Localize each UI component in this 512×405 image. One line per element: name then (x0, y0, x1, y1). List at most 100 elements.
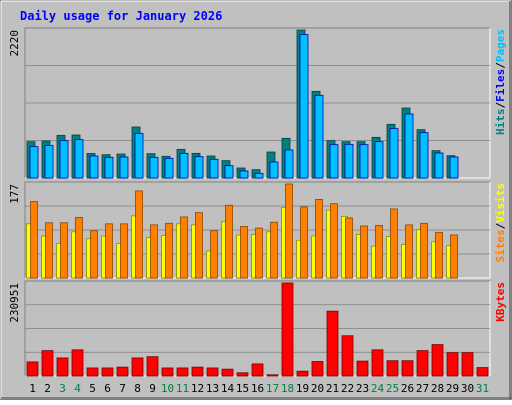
pages-bar (374, 141, 384, 179)
kbytes-bar (266, 374, 279, 377)
sites-bar (60, 222, 68, 279)
x-tick-label: 27 (416, 382, 429, 395)
x-tick-label: 19 (296, 382, 309, 395)
kbytes-bar (131, 357, 144, 377)
x-tick-label: 26 (401, 382, 414, 395)
kbytes-bar (41, 350, 54, 377)
sites-bar (225, 204, 233, 279)
kbytes-bar (56, 357, 69, 377)
sites-bar (300, 206, 308, 279)
kbytes-bar (356, 360, 369, 377)
sites-bar (210, 230, 218, 279)
kbytes-bar (116, 366, 129, 377)
legend-label-files: Files (494, 69, 507, 102)
pages-bar (104, 156, 114, 179)
panel-legend: KBytes (494, 282, 507, 322)
pages-bar (164, 157, 174, 179)
legend-label-sites: Sites (494, 229, 507, 262)
pages-bar (449, 156, 459, 179)
sites-bar (105, 223, 113, 279)
pages-bar (299, 34, 309, 179)
x-tick-label: 24 (371, 382, 385, 395)
x-tick-label: 2 (44, 382, 51, 395)
kbytes-bar (206, 367, 219, 377)
x-tick-label: 16 (251, 382, 264, 395)
sites-bar (30, 201, 38, 279)
x-tick-label: 20 (311, 382, 324, 395)
pages-bar (329, 144, 339, 179)
pages-bar (89, 155, 99, 179)
x-tick-label: 4 (74, 382, 81, 395)
kbytes-bar (146, 356, 159, 377)
kbytes-bar (446, 352, 459, 377)
sites-bar (150, 224, 158, 279)
pages-bar (314, 94, 324, 179)
x-tick-label: 22 (341, 382, 354, 395)
sites-bar (315, 199, 323, 279)
kbytes-bar (191, 366, 204, 377)
x-tick-label: 13 (206, 382, 219, 395)
x-tick-label: 15 (236, 382, 249, 395)
sites-bar (360, 225, 368, 279)
kbytes-bar (251, 363, 264, 377)
kbytes-bar (161, 367, 174, 377)
pages-bar (404, 113, 414, 179)
pages-bar (419, 132, 429, 179)
x-tick-label: 29 (446, 382, 459, 395)
chart-panels: 2220Hits/Files/Pages177Sites/Visits23095… (8, 27, 507, 377)
pages-bar (269, 161, 279, 179)
x-tick-label: 12 (191, 382, 204, 395)
sites-bar (180, 216, 188, 279)
sites-bar (405, 224, 413, 279)
pages-bar (194, 156, 204, 179)
kbytes-bar (311, 361, 324, 377)
x-tick-label: 31 (476, 382, 489, 395)
pages-bar (239, 170, 249, 179)
panel-legend: Sites/Visits (494, 183, 507, 263)
kbytes-bar (26, 361, 39, 377)
pages-bar (59, 140, 69, 179)
panel-legend: Hits/Files/Pages (494, 29, 507, 135)
pages-bar (434, 152, 444, 179)
chart-title: Daily usage for January 2026 (20, 9, 222, 23)
sites-bar (285, 183, 293, 279)
sites-bar (120, 223, 128, 279)
pages-bar (44, 144, 54, 179)
x-tick-label: 5 (89, 382, 96, 395)
pages-bar (359, 144, 369, 179)
x-tick-label: 23 (356, 382, 369, 395)
sites-bar (450, 234, 458, 279)
kbytes-bar (416, 350, 429, 377)
x-tick-label: 18 (281, 382, 294, 395)
x-tick-label: 14 (221, 382, 235, 395)
pages-bar (224, 165, 234, 179)
sites-bar (390, 208, 398, 279)
x-tick-label: 11 (176, 382, 189, 395)
sites-bar (165, 222, 173, 279)
x-tick-label: 30 (461, 382, 474, 395)
kbytes-bar (221, 368, 234, 377)
pages-bar (254, 172, 264, 179)
x-tick-label: 17 (266, 382, 279, 395)
kbytes-bar (461, 352, 474, 377)
legend-separator: / (494, 62, 507, 69)
x-tick-label: 21 (326, 382, 339, 395)
y-max-label: 177 (8, 184, 21, 204)
kbytes-bar (176, 367, 189, 377)
legend-label-kbytes: KBytes (494, 282, 507, 322)
sites-bar (255, 227, 263, 279)
kbytes-bar (236, 372, 249, 377)
kbytes-bar (431, 344, 444, 377)
x-tick-label: 9 (149, 382, 156, 395)
x-tick-label: 10 (161, 382, 174, 395)
kbytes-bar (476, 367, 489, 377)
sites-bar (45, 222, 53, 279)
x-tick-label: 28 (431, 382, 444, 395)
sites-bar (435, 231, 443, 279)
kbytes-bar (386, 360, 399, 377)
legend-label-hits: Hits (494, 109, 507, 136)
kbytes-bar (71, 349, 84, 377)
kbytes-bar (341, 335, 354, 377)
x-tick-label: 1 (29, 382, 36, 395)
